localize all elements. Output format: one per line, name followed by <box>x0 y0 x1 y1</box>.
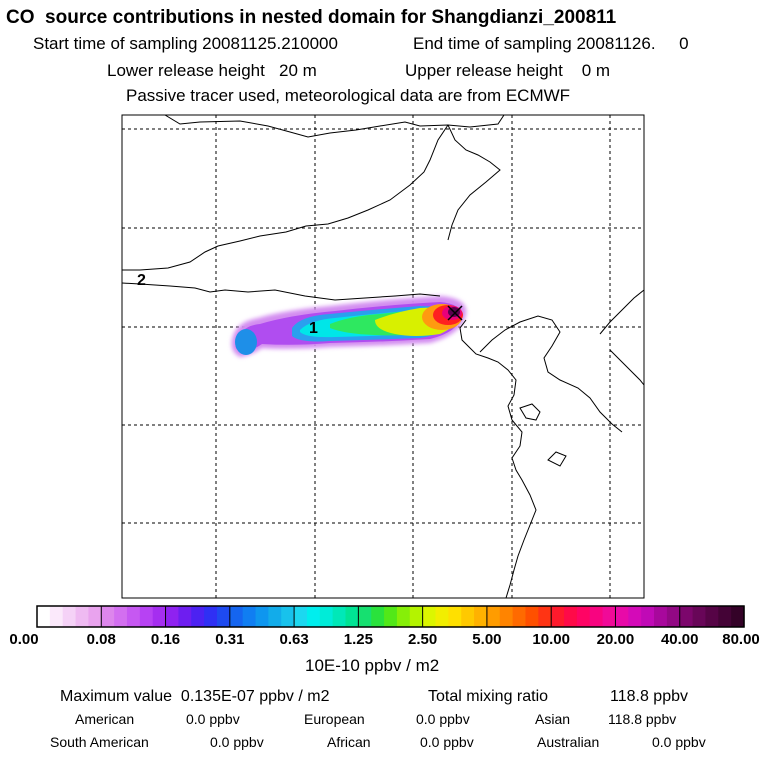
colorbar-cell <box>255 606 269 627</box>
region-american-value: 0.0 ppbv <box>186 711 240 727</box>
colorbar-cell <box>705 606 719 627</box>
colorbar-cell <box>679 606 694 627</box>
colorbar-cell <box>152 606 167 627</box>
colorbar-cell <box>62 606 77 627</box>
region-african-value: 0.0 ppbv <box>420 734 474 750</box>
total-label: Total mixing ratio <box>428 688 549 705</box>
colorbar-cell <box>268 606 282 627</box>
map-frame <box>121 114 645 599</box>
colorbar-tick-label: 40.00 <box>660 631 699 648</box>
colorbar-cell <box>49 606 64 627</box>
colorbar-cell <box>551 606 565 627</box>
colorbar-cell <box>306 606 321 627</box>
colorbar-cell <box>718 606 732 627</box>
colorbar-cell <box>281 606 295 627</box>
colorbar-cell <box>345 606 359 627</box>
colorbar-cell <box>101 606 115 627</box>
colorbar-cell <box>409 606 424 627</box>
colorbar-tick-label: 1.25 <box>343 631 373 648</box>
colorbar-cell <box>75 606 90 627</box>
colorbar-cell <box>229 606 244 627</box>
total-value: 118.8 ppbv <box>610 688 688 705</box>
colorbar-tick-label: 2.50 <box>408 631 438 648</box>
colorbar-cell <box>448 606 462 627</box>
tracer-note: Passive tracer used, meteorological data… <box>126 86 571 105</box>
colorbar-cell <box>88 606 102 627</box>
colorbar-cell <box>204 606 218 627</box>
colorbar-cell <box>474 606 488 627</box>
colorbar-cell <box>654 606 668 627</box>
region-american-name: American <box>75 711 135 727</box>
colorbar-tick-label: 0.08 <box>86 631 116 648</box>
max-value: Maximum value 0.135E-07 ppbv / m2 <box>60 688 330 705</box>
colorbar-cell <box>461 606 475 627</box>
colorbar-cell <box>525 606 539 627</box>
colorbar-cell <box>37 606 51 627</box>
lower-release-height: Lower release height 20 m <box>107 61 317 80</box>
receptor-marker <box>447 305 463 321</box>
region-australian-name: Australian <box>537 734 600 750</box>
chart-title: CO source contributions in nested domain… <box>6 7 617 28</box>
colorbar-cell <box>191 606 205 627</box>
colorbar-tick-label: 10.00 <box>532 631 570 648</box>
colorbar-tick-label: 80.00 <box>722 631 760 648</box>
colorbar-cell <box>319 606 334 627</box>
colorbar-cell <box>692 606 707 627</box>
colorbar-cell <box>512 606 527 627</box>
colorbar-cell <box>165 606 179 627</box>
start-time: Start time of sampling 20081125.210000 <box>33 34 338 53</box>
colorbar-unit: 10E-10 ppbv / m2 <box>305 656 440 675</box>
colorbar-cell <box>589 606 604 627</box>
coastlines <box>122 115 644 598</box>
region-australian-value: 0.0 ppbv <box>652 734 706 750</box>
colorbar-cell <box>371 606 385 627</box>
colorbar-cell <box>126 606 141 627</box>
colorbar-cell <box>294 606 308 627</box>
region-european-name: European <box>304 711 365 727</box>
colorbar-cell <box>615 606 629 627</box>
colorbar-tick-label: 20.00 <box>596 631 635 648</box>
colorbar-cell <box>435 606 449 627</box>
colorbar-cell <box>499 606 514 627</box>
colorbar-cell <box>486 606 501 627</box>
region-european-value: 0.0 ppbv <box>416 711 470 727</box>
colorbar-cell <box>564 606 578 627</box>
region-african-name: African <box>327 734 371 750</box>
grid-label-1: 1 <box>309 320 318 337</box>
end-time: End time of sampling 20081126. 0 <box>413 34 689 53</box>
upper-release-height: Upper release height 0 m <box>405 61 611 80</box>
region-asian-name: Asian <box>535 711 571 727</box>
plume-layer <box>231 296 467 357</box>
colorbar-cell <box>114 606 128 627</box>
colorbar-cell <box>538 606 552 627</box>
grid-lines <box>122 115 644 598</box>
grid-label-2: 2 <box>137 272 146 289</box>
colorbar-cell <box>628 606 642 627</box>
colorbar-cell <box>731 606 745 627</box>
colorbar-cell <box>576 606 591 627</box>
colorbar-cell <box>602 606 617 627</box>
colorbar-tick-label: 0.16 <box>150 631 181 648</box>
colorbar-tick-label: 0.31 <box>215 631 245 648</box>
colorbar-cell <box>139 606 154 627</box>
colorbar-cell <box>396 606 411 627</box>
colorbar-cell <box>178 606 192 627</box>
region-south-american-name: South American <box>50 734 149 750</box>
colorbar-cell <box>242 606 257 627</box>
colorbar-tick-label: 5.00 <box>472 631 502 648</box>
colorbar-cell <box>332 606 347 627</box>
colorbar-cell <box>216 606 231 627</box>
colorbar-cell <box>422 606 437 627</box>
plume-blue-a <box>235 329 257 355</box>
colorbar-tick-label: 0.63 <box>279 631 309 648</box>
colorbar-cell <box>358 606 372 627</box>
colorbar-tick-label: 0.00 <box>9 631 39 648</box>
region-asian-value: 118.8 ppbv <box>608 711 677 727</box>
colorbar-cell <box>641 606 655 627</box>
colorbar-cell <box>666 606 681 627</box>
region-south-american-value: 0.0 ppbv <box>210 734 264 750</box>
colorbar-cell <box>384 606 398 627</box>
